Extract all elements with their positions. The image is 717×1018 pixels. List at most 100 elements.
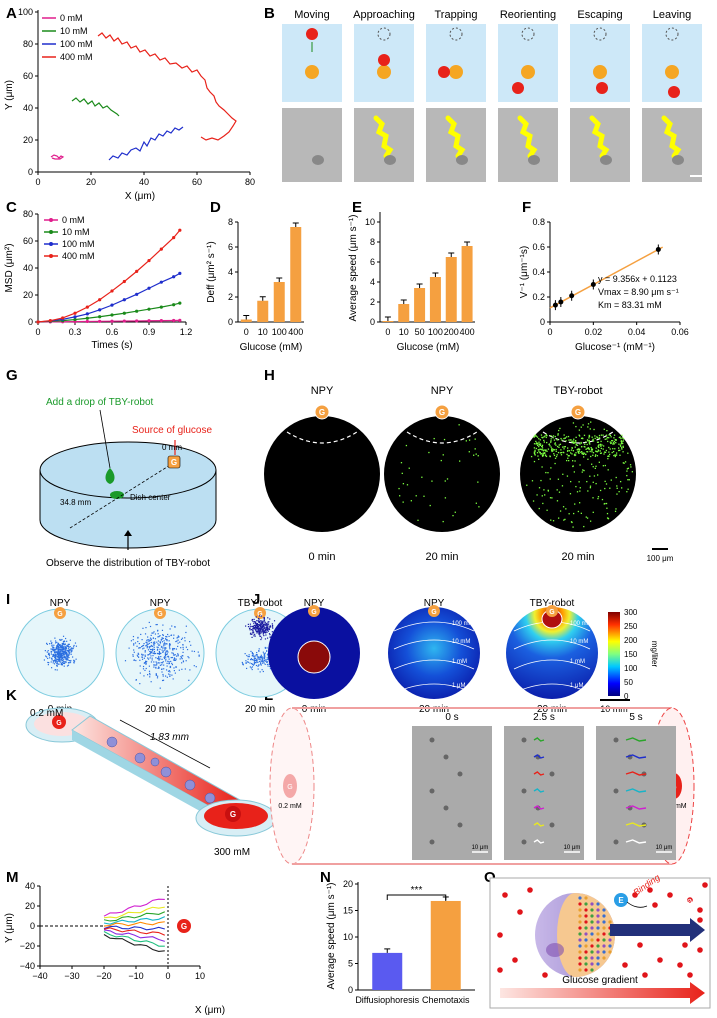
panel-c-point bbox=[98, 315, 102, 319]
panel-h-dish-1 bbox=[384, 416, 500, 532]
panel-c-point bbox=[135, 309, 139, 313]
panel-m-track bbox=[103, 931, 165, 947]
trajectory-0mm bbox=[50, 154, 65, 160]
panel-c-point bbox=[135, 292, 139, 296]
stage-particle-1 bbox=[377, 65, 391, 79]
panel-l-frame-0 bbox=[412, 726, 492, 860]
panel-c-series bbox=[36, 228, 182, 324]
panel-k-low: 0.2 mM bbox=[30, 708, 63, 719]
panel-m-ytick: 40 bbox=[25, 881, 35, 891]
enzyme-icon: E bbox=[618, 896, 624, 905]
stage-label-0: Moving bbox=[294, 9, 329, 21]
panel-h-dish-0 bbox=[264, 416, 380, 532]
panel-i-time-1: 20 min bbox=[145, 704, 175, 715]
panel-letter-k: K bbox=[6, 687, 17, 704]
panel-letter-j: J bbox=[252, 591, 260, 608]
panel-j-contour-label: 1 μM bbox=[452, 683, 465, 689]
legend-100mm: 100 mM bbox=[60, 39, 93, 49]
panel-letter-i: I bbox=[6, 591, 10, 608]
k-low-g-icon: G bbox=[56, 720, 62, 727]
panel-j-colorbar bbox=[608, 612, 620, 696]
panel-j-contour-label: 100 mM bbox=[570, 621, 592, 627]
panel-f-point bbox=[552, 302, 558, 308]
legend-10mm: 10 mM bbox=[60, 26, 88, 36]
panel-c-point bbox=[110, 303, 114, 307]
panel-m-track bbox=[103, 921, 165, 927]
panel-c-legend-1: 10 mM bbox=[62, 227, 90, 237]
panel-e-xtick: 10 bbox=[399, 327, 409, 337]
panel-c-point bbox=[98, 298, 102, 302]
panel-m-track bbox=[103, 898, 165, 917]
panel-c-xtick: 1.2 bbox=[180, 327, 193, 337]
panel-m-xtick: −30 bbox=[64, 971, 79, 981]
panel-h-time-2: 20 min bbox=[561, 551, 594, 563]
panel-m-ylabel: Y (μm) bbox=[4, 913, 15, 943]
panel-j-colorbar-tick: 150 bbox=[624, 650, 638, 659]
panel-f-xtick: 0.02 bbox=[585, 327, 603, 337]
panel-f-fit-line bbox=[549, 246, 664, 309]
panel-e-xtick: 100 bbox=[428, 327, 443, 337]
panel-m-xtick: 0 bbox=[165, 971, 170, 981]
panel-c-point bbox=[135, 319, 139, 323]
panel-c-xtick: 0.3 bbox=[69, 327, 82, 337]
g-glucose-icon: G bbox=[257, 611, 263, 618]
panel-m-xtick: −10 bbox=[128, 971, 143, 981]
panel-l-scale-0: 10 μm bbox=[472, 845, 489, 851]
panel-c-ytick: 60 bbox=[23, 236, 33, 246]
stage-diagram-3 bbox=[498, 24, 558, 102]
panel-g-drop-label: Add a drop of TBY-robot bbox=[46, 397, 154, 408]
g-glucose-icon: G bbox=[575, 408, 581, 417]
panel-c-legend-2: 100 mM bbox=[62, 239, 95, 249]
panel-e-xtick: 0 bbox=[385, 327, 390, 337]
panel-j-colorbar-tick: 200 bbox=[624, 636, 638, 645]
panel-f-ytick: 0 bbox=[540, 317, 545, 327]
panel-f-ytick: 0.8 bbox=[532, 217, 545, 227]
panel-e-bar-1 bbox=[398, 304, 410, 322]
panel-h-time-1: 20 min bbox=[425, 551, 458, 563]
stage-label-5: Leaving bbox=[653, 9, 692, 21]
panel-e-xtick: 400 bbox=[460, 327, 475, 337]
panel-e-ylabel: Average speed (μm s⁻¹) bbox=[348, 214, 359, 321]
panel-g-center: Dish center bbox=[130, 493, 171, 502]
panel-m-xlabel: X (μm) bbox=[195, 1005, 225, 1016]
panel-c-point bbox=[147, 286, 151, 290]
panel-h-scale-label: 100 μm bbox=[647, 554, 674, 563]
panel-g-dist: 34.8 mm bbox=[60, 498, 91, 507]
trajectory-10mm bbox=[71, 97, 120, 117]
panel-b-stages: Moving Approaching Trapping Reorienting Esca… bbox=[282, 9, 708, 182]
panel-j-title-1: NPY bbox=[424, 598, 445, 609]
m-g-label: G bbox=[181, 922, 187, 931]
panel-m-track bbox=[103, 906, 165, 919]
panel-m-plot: −40 −30 −20 −10 0 10 40 20 0 −20 −40 G X (μm) Y (μm… bbox=[4, 881, 225, 1016]
panel-c-point bbox=[147, 258, 151, 263]
panel-letter-e: E bbox=[352, 199, 362, 216]
panel-e-ytick: 6 bbox=[370, 257, 375, 267]
panel-j-contour-label: 100 mM bbox=[452, 621, 474, 627]
panel-c-point bbox=[110, 289, 114, 293]
panel-c-point bbox=[172, 275, 176, 279]
panel-h-time-0: 0 min bbox=[309, 551, 336, 563]
panel-j-colorbar-tick: 50 bbox=[624, 678, 633, 687]
panel-j-colorbar-tick: 300 bbox=[624, 608, 638, 617]
panel-c-ytick: 20 bbox=[23, 290, 33, 300]
panel-c-point bbox=[98, 319, 102, 323]
panel-l-microscopy: G0.2 mMG300 mM0 s10 μm2.5 s10 μm5 s10 μm bbox=[269, 707, 695, 865]
panel-letter-f: F bbox=[522, 199, 531, 216]
g-glucose-icon: G bbox=[57, 611, 63, 618]
panel-d-ylabel: Deff (μm² s⁻¹) bbox=[206, 241, 217, 302]
panel-d-ytick: 2 bbox=[228, 292, 233, 302]
panel-c-point bbox=[110, 319, 114, 323]
g-glucose-icon: G bbox=[549, 609, 555, 616]
panel-i-time-2: 20 min bbox=[245, 704, 275, 715]
panel-c-point bbox=[147, 307, 151, 311]
panel-c-line-3 bbox=[37, 229, 181, 323]
stage-particle-0 bbox=[305, 65, 319, 79]
g-glucose-icon: G bbox=[157, 611, 163, 618]
panel-c-point bbox=[147, 319, 151, 323]
panel-n-ylabel: Average speed (μm s⁻¹) bbox=[326, 882, 337, 989]
panel-m-xtick: −40 bbox=[32, 971, 47, 981]
panel-c-point bbox=[122, 298, 126, 302]
trajectory-400mm bbox=[97, 32, 237, 141]
panel-d-xtick: 0 bbox=[244, 327, 249, 337]
